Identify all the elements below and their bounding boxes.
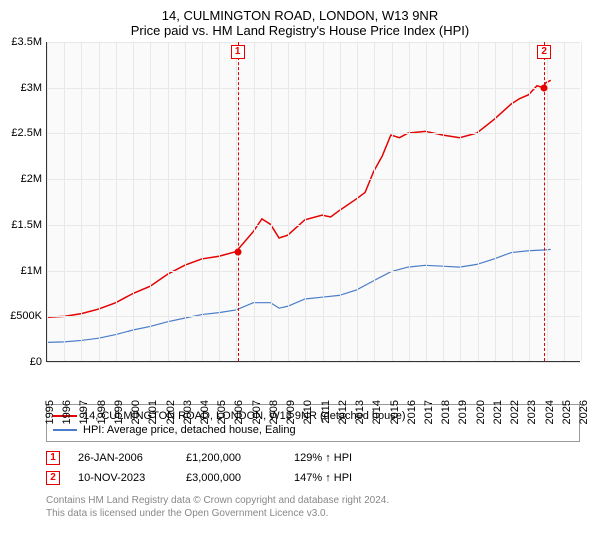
chart-title: 14, CULMINGTON ROAD, LONDON, W13 9NR — [0, 0, 600, 23]
legend-label: HPI: Average price, detached house, Eali… — [83, 424, 296, 436]
y-tick-label: £3.5M — [11, 36, 46, 48]
x-tick-label: 2010 — [300, 400, 314, 424]
sale-row: 1 26-JAN-2006 £1,200,000 129% ↑ HPI — [46, 448, 580, 468]
x-tick-label: 2014 — [369, 400, 383, 424]
x-tick-label: 2006 — [231, 400, 245, 424]
sale-point — [541, 84, 548, 91]
x-tick-label: 2004 — [197, 400, 211, 424]
x-tick-label: 2026 — [576, 400, 590, 424]
x-tick-label: 1999 — [111, 400, 125, 424]
sale-date: 26-JAN-2006 — [78, 452, 168, 464]
x-tick-label: 2000 — [128, 400, 142, 424]
x-tick-label: 2008 — [266, 400, 280, 424]
x-tick-label: 1998 — [94, 400, 108, 424]
x-tick-label: 2012 — [335, 400, 349, 424]
series-line — [47, 249, 551, 342]
x-tick-label: 2011 — [318, 400, 332, 424]
x-tick-label: 2007 — [249, 400, 263, 424]
y-tick-label: £1M — [21, 265, 46, 277]
footer-line: Contains HM Land Registry data © Crown c… — [46, 494, 580, 507]
x-tick-label: 2025 — [559, 400, 573, 424]
x-tick-label: 2024 — [542, 400, 556, 424]
x-tick-label: 2021 — [490, 400, 504, 424]
sale-vline — [238, 42, 239, 361]
sale-marker-box: 1 — [231, 45, 245, 59]
sales-table: 1 26-JAN-2006 £1,200,000 129% ↑ HPI 2 10… — [46, 448, 580, 488]
x-tick-label: 2005 — [214, 400, 228, 424]
y-tick-label: £1.5M — [11, 219, 46, 231]
y-tick-label: £2.5M — [11, 127, 46, 139]
sale-price: £3,000,000 — [186, 472, 276, 484]
plot-region: 12 — [46, 42, 580, 362]
y-tick-label: £3M — [21, 82, 46, 94]
x-tick-label: 2003 — [180, 400, 194, 424]
x-tick-label: 2017 — [421, 400, 435, 424]
y-tick-label: £500K — [10, 310, 46, 322]
chart-subtitle: Price paid vs. HM Land Registry's House … — [0, 23, 600, 42]
sale-point — [234, 249, 241, 256]
x-tick-label: 2016 — [404, 400, 418, 424]
x-tick-label: 1996 — [59, 400, 73, 424]
legend-item: HPI: Average price, detached house, Eali… — [53, 423, 573, 437]
footer-line: This data is licensed under the Open Gov… — [46, 507, 580, 520]
y-tick-label: £2M — [21, 173, 46, 185]
x-tick-label: 2020 — [473, 400, 487, 424]
x-tick-label: 2015 — [387, 400, 401, 424]
sale-date: 10-NOV-2023 — [78, 472, 168, 484]
sale-delta: 147% ↑ HPI — [294, 472, 384, 484]
legend-swatch — [53, 429, 77, 431]
x-tick-label: 2009 — [283, 400, 297, 424]
x-tick-label: 2023 — [524, 400, 538, 424]
x-tick-label: 2018 — [438, 400, 452, 424]
footer: Contains HM Land Registry data © Crown c… — [46, 494, 580, 520]
x-tick-label: 1997 — [76, 400, 90, 424]
y-tick-label: £0 — [30, 356, 46, 368]
sale-price: £1,200,000 — [186, 452, 276, 464]
x-tick-label: 2013 — [352, 400, 366, 424]
chart-container: 14, CULMINGTON ROAD, LONDON, W13 9NR Pri… — [0, 0, 600, 560]
x-tick-label: 2002 — [163, 400, 177, 424]
sale-marker-icon: 2 — [46, 471, 60, 485]
sale-marker-box: 2 — [537, 45, 551, 59]
sale-marker-icon: 1 — [46, 451, 60, 465]
x-axis-labels: 1995199619971998199920002001200220032004… — [46, 362, 580, 400]
x-tick-label: 2001 — [145, 400, 159, 424]
sale-delta: 129% ↑ HPI — [294, 452, 384, 464]
x-tick-label: 1995 — [42, 400, 56, 424]
sale-row: 2 10-NOV-2023 £3,000,000 147% ↑ HPI — [46, 468, 580, 488]
x-tick-label: 2022 — [507, 400, 521, 424]
chart-area: 12 £0£500K£1M£1.5M£2M£2.5M£3M£3.5M — [46, 42, 580, 362]
x-tick-label: 2019 — [455, 400, 469, 424]
series-line — [47, 80, 551, 317]
line-series — [47, 42, 580, 361]
